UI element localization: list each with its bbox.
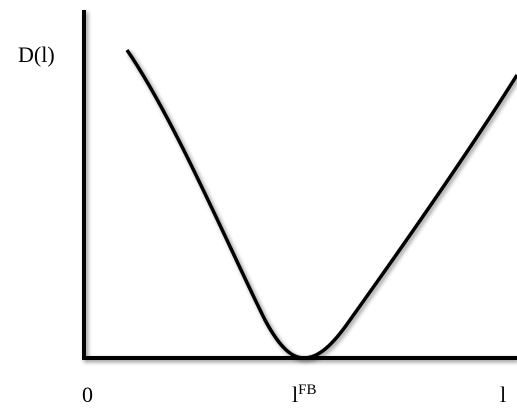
curve [125, 49, 517, 360]
marked-point-base: l [292, 382, 298, 407]
marked-point-superscript: FB [298, 382, 316, 398]
marked-point-label: lFB [292, 382, 316, 407]
x-origin-label: 0 [82, 382, 93, 407]
axes [82, 10, 517, 360]
x-axis-label: l [500, 382, 506, 407]
y-axis-label: D(l) [18, 42, 55, 67]
